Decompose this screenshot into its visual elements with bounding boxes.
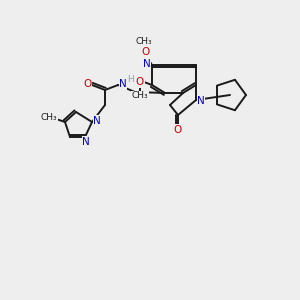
Text: H: H xyxy=(127,76,134,85)
Text: CH₃: CH₃ xyxy=(136,38,152,46)
Text: N: N xyxy=(143,59,151,69)
Text: N: N xyxy=(119,79,127,89)
Text: O: O xyxy=(173,125,181,135)
Text: O: O xyxy=(136,77,144,87)
Text: O: O xyxy=(141,47,149,57)
Text: O: O xyxy=(83,79,91,89)
Text: N: N xyxy=(93,116,101,126)
Text: CH₃: CH₃ xyxy=(41,112,57,122)
Text: CH₃: CH₃ xyxy=(132,92,148,100)
Text: N: N xyxy=(197,96,205,106)
Text: N: N xyxy=(82,137,90,147)
